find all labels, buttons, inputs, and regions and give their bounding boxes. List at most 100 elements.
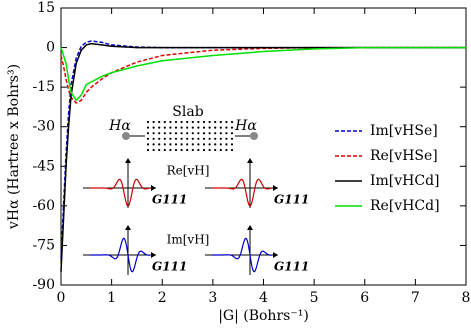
slab-dot xyxy=(186,137,189,140)
arrow-head xyxy=(273,252,278,258)
arrow-head xyxy=(151,252,156,258)
slab-dot xyxy=(191,132,194,135)
x-tick-label: 4 xyxy=(259,290,268,306)
slab-dot xyxy=(208,132,211,135)
wavelet xyxy=(90,178,150,207)
slab-dot xyxy=(214,143,217,146)
slab-dot xyxy=(174,120,178,124)
slab-dot xyxy=(202,126,206,129)
slab-dot xyxy=(202,143,206,146)
slab-dot xyxy=(146,137,150,140)
arrow-head xyxy=(247,225,253,230)
slab-dot xyxy=(152,120,155,124)
slab-dot xyxy=(174,137,178,140)
wavelet xyxy=(212,237,272,273)
arrow-head xyxy=(125,158,131,163)
slab-dot xyxy=(158,148,161,152)
slab-dot xyxy=(219,148,222,152)
slab-dot xyxy=(152,132,155,135)
slab-dot xyxy=(169,137,172,140)
slab-dot xyxy=(214,137,217,140)
arrow-head xyxy=(125,225,131,230)
annotation: Im[vH] xyxy=(167,233,210,247)
annotation: Slab xyxy=(172,104,203,120)
y-tick-label: 0 xyxy=(46,40,55,56)
slab-dot xyxy=(191,120,194,124)
slab-dot xyxy=(158,120,161,124)
slab-dot xyxy=(191,137,194,140)
y-axis-label: vHα (Hartree x Bohrs³) xyxy=(6,64,22,230)
slab-dot xyxy=(208,126,211,129)
slab-dot xyxy=(146,132,150,135)
slab-dot xyxy=(169,132,172,135)
slab-dot xyxy=(202,137,206,140)
slab-dot xyxy=(197,126,200,129)
wavelet xyxy=(90,237,150,273)
slab-dot xyxy=(219,126,222,129)
slab-dot xyxy=(214,126,217,129)
slab-dot xyxy=(186,143,189,146)
y-tick-label: -45 xyxy=(32,158,55,174)
legend-label: Re[vHCd] xyxy=(370,198,440,214)
slab-dot xyxy=(191,143,194,146)
slab-dot xyxy=(208,137,211,140)
x-tick-label: 6 xyxy=(360,290,369,306)
h-atom xyxy=(122,132,130,140)
slab-dot xyxy=(186,120,189,124)
slab-dot xyxy=(219,132,222,135)
slab-dot xyxy=(174,126,178,129)
slab-dot xyxy=(219,137,222,140)
slab-dot xyxy=(174,132,178,135)
slab-dot xyxy=(163,137,166,140)
y-tick-label: 15 xyxy=(37,0,55,16)
slab-dot xyxy=(197,132,200,135)
annotation: G111 xyxy=(274,260,309,274)
y-tick-label: -75 xyxy=(32,237,55,253)
slab-dot xyxy=(219,120,222,124)
slab-dot xyxy=(146,143,150,146)
slab-dot xyxy=(208,120,211,124)
arrow-head xyxy=(247,158,253,163)
y-tick-label: -90 xyxy=(32,277,55,293)
slab-dot xyxy=(180,120,183,124)
slab-dot xyxy=(225,126,228,129)
x-tick-label: 1 xyxy=(107,290,116,306)
slab-dot xyxy=(152,137,155,140)
slab-dot xyxy=(163,126,166,129)
slab-dot xyxy=(225,132,228,135)
slab-dot xyxy=(186,148,189,152)
slab-dot xyxy=(180,126,183,129)
slab-dot xyxy=(180,132,183,135)
slab-dot xyxy=(152,143,155,146)
annotation: G111 xyxy=(152,193,187,207)
series-line xyxy=(60,42,466,272)
slab-dot xyxy=(197,120,200,124)
series-line xyxy=(60,46,466,102)
slab-dot xyxy=(219,143,222,146)
slab-dot xyxy=(169,120,172,124)
slab-dot xyxy=(186,126,189,129)
arrow-head xyxy=(151,185,156,191)
x-tick-label: 5 xyxy=(310,290,319,306)
slab-dot xyxy=(186,132,189,135)
slab-dot xyxy=(202,148,206,152)
annotation: Hα xyxy=(108,118,131,134)
legend-label: Im[vHSe] xyxy=(370,123,438,139)
annotation: Re[vH] xyxy=(167,164,210,178)
wavelet xyxy=(212,178,272,207)
slab-dot xyxy=(191,126,194,129)
x-tick-label: 2 xyxy=(158,290,167,306)
x-tick-label: 8 xyxy=(462,290,471,306)
slab-dot xyxy=(163,120,166,124)
annotation: G111 xyxy=(274,193,309,207)
slab-dot xyxy=(180,143,183,146)
annotation: G111 xyxy=(152,260,187,274)
slab-dot xyxy=(163,143,166,146)
slab-dot xyxy=(214,148,217,152)
slab-dot xyxy=(230,148,234,152)
slab-dot xyxy=(197,137,200,140)
x-tick-label: 3 xyxy=(208,290,217,306)
slab-dot xyxy=(225,148,228,152)
legend-label: Im[vHCd] xyxy=(370,173,440,189)
slab-dot xyxy=(174,148,178,152)
